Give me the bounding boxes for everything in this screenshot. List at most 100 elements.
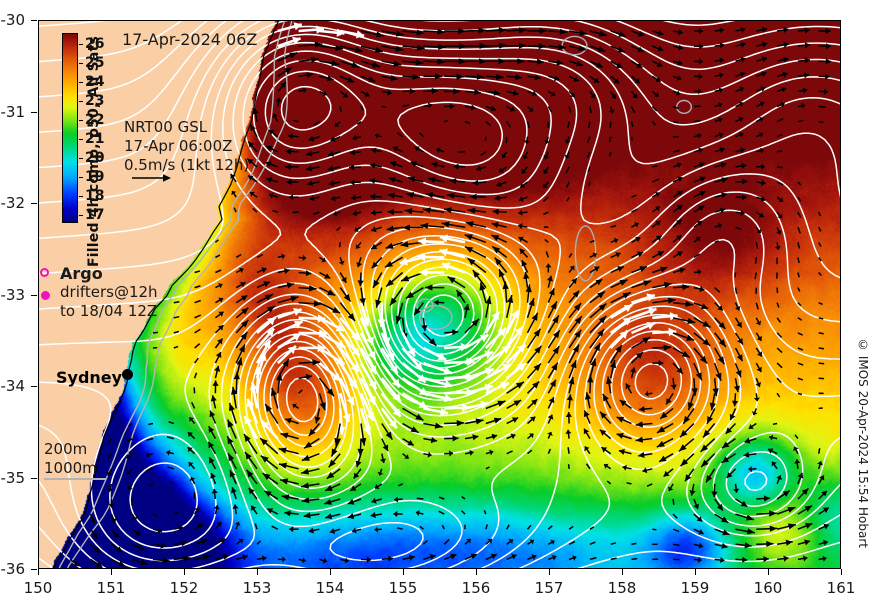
velocity-arrow xyxy=(371,256,383,269)
colorbar-title: Filled 4h comp, p50, All Sats xyxy=(86,36,102,268)
velocity-arrow xyxy=(734,347,744,362)
velocity-arrow xyxy=(776,475,782,485)
velocity-arrow xyxy=(360,106,364,111)
velocity-arrow xyxy=(266,508,279,515)
velocity-arrow xyxy=(610,45,626,53)
map-plot-area[interactable] xyxy=(38,20,841,569)
velocity-arrow xyxy=(567,447,570,454)
velocity-arrow xyxy=(423,554,437,561)
velocity-arrow xyxy=(292,119,299,123)
velocity-arrow xyxy=(173,555,191,562)
velocity-arrow xyxy=(619,399,632,410)
velocity-arrow xyxy=(334,121,341,127)
velocity-arrow xyxy=(298,56,319,63)
y-axis-tick xyxy=(31,386,37,387)
velocity-arrow xyxy=(235,331,248,349)
y-axis-label: -30 xyxy=(0,11,26,29)
velocity-arrow xyxy=(314,408,321,424)
velocity-arrow xyxy=(298,270,312,277)
velocity-arrow xyxy=(288,133,299,140)
velocity-arrow xyxy=(756,41,768,48)
velocity-arrow xyxy=(608,151,612,157)
velocity-arrow xyxy=(711,483,718,498)
velocity-arrow xyxy=(527,554,537,561)
velocity-arrow xyxy=(545,263,552,273)
velocity-arrow xyxy=(227,419,237,439)
velocity-arrow xyxy=(630,367,637,379)
velocity-arrow xyxy=(308,135,320,142)
velocity-arrow xyxy=(444,435,459,442)
velocity-arrow xyxy=(128,422,133,427)
bathymetry-contour-line xyxy=(66,20,293,569)
velocity-arrow xyxy=(610,237,619,244)
velocity-arrow xyxy=(235,554,249,561)
velocity-arrow xyxy=(610,30,626,37)
velocity-arrow xyxy=(313,120,320,126)
velocity-arrow xyxy=(776,133,783,138)
ssh-contour-line xyxy=(634,362,669,400)
x-axis-label: 156 xyxy=(461,579,491,597)
velocity-arrow xyxy=(776,332,783,339)
velocity-arrow xyxy=(548,554,557,561)
velocity-arrow xyxy=(191,401,196,409)
velocity-arrow xyxy=(527,416,536,425)
velocity-arrow xyxy=(797,487,809,500)
velocity-arrow xyxy=(523,271,530,288)
coastline xyxy=(51,20,280,569)
velocity-arrow xyxy=(609,316,633,334)
velocity-arrow xyxy=(423,28,446,35)
ssh-contour-line xyxy=(232,41,578,209)
velocity-arrow xyxy=(659,407,674,420)
ssh-contour-line xyxy=(725,451,788,507)
velocity-arrow xyxy=(285,148,299,155)
velocity-arrow xyxy=(276,372,283,394)
velocity-arrow xyxy=(586,136,591,144)
velocity-arrow xyxy=(501,151,508,159)
velocity-arrow xyxy=(431,161,445,168)
velocity-arrow xyxy=(421,317,428,331)
velocity-arrow xyxy=(279,478,299,485)
ssh-contour-line xyxy=(38,556,55,569)
velocity-arrow xyxy=(568,29,588,36)
velocity-arrow xyxy=(726,468,737,479)
velocity-arrow xyxy=(252,207,258,213)
velocity-arrow xyxy=(547,525,553,530)
velocity-arrow xyxy=(630,321,656,335)
velocity-arrow xyxy=(522,151,529,160)
velocity-arrow xyxy=(491,222,507,229)
velocity-arrow xyxy=(776,101,785,108)
velocity-arrow xyxy=(319,90,328,97)
velocity-arrow xyxy=(505,309,520,334)
velocity-arrows xyxy=(69,22,832,568)
velocity-arrow xyxy=(339,90,349,98)
velocity-arrow xyxy=(776,26,789,33)
velocity-arrow xyxy=(377,468,384,476)
velocity-arrow xyxy=(188,461,196,470)
velocity-arrow xyxy=(424,284,445,291)
velocity-arrow xyxy=(817,448,821,454)
velocity-arrow xyxy=(600,446,612,455)
velocity-arrow xyxy=(776,489,791,500)
velocity-arrow xyxy=(589,526,595,530)
x-axis-label: 159 xyxy=(680,579,710,597)
velocity-arrow xyxy=(693,88,702,95)
ssh-contour-line xyxy=(244,326,363,490)
velocity-arrow xyxy=(506,554,517,561)
velocity-arrow xyxy=(423,407,449,416)
velocity-arrow xyxy=(506,58,525,65)
velocity-arrow xyxy=(818,317,824,320)
x-axis-tick xyxy=(695,569,696,575)
velocity-arrow xyxy=(518,236,528,243)
ssh-contour-line xyxy=(404,274,483,355)
velocity-arrow xyxy=(256,327,275,349)
velocity-arrow xyxy=(693,147,704,154)
velocity-arrow xyxy=(700,453,716,468)
velocity-arrow xyxy=(423,422,443,429)
velocity-arrow xyxy=(568,277,578,289)
velocity-arrow xyxy=(693,190,706,198)
velocity-arrow xyxy=(651,105,658,112)
velocity-arrow xyxy=(589,252,597,259)
velocity-arrow xyxy=(693,253,701,259)
argo-marker-icon xyxy=(40,268,49,277)
velocity-arrow xyxy=(672,176,683,183)
